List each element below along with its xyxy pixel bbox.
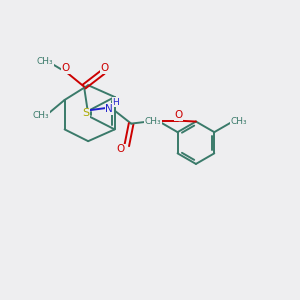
Text: N: N <box>105 104 113 114</box>
Text: CH₃: CH₃ <box>33 110 50 119</box>
Text: O: O <box>61 63 70 73</box>
Text: CH₃: CH₃ <box>231 117 248 126</box>
Text: CH₃: CH₃ <box>37 57 53 66</box>
Text: CH₃: CH₃ <box>144 117 161 126</box>
Text: H: H <box>112 98 119 106</box>
Text: S: S <box>82 108 89 118</box>
Text: O: O <box>100 63 109 73</box>
Text: O: O <box>117 144 125 154</box>
Text: O: O <box>174 110 182 120</box>
